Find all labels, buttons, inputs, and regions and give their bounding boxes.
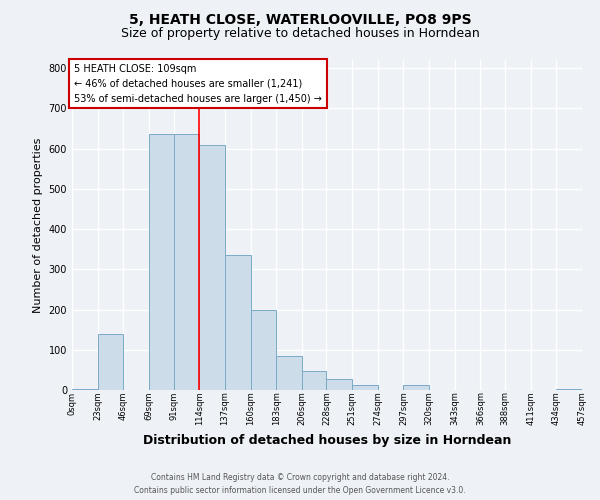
Bar [98,334,124,390]
Bar [72,389,98,390]
Bar [149,134,173,390]
Bar [251,310,276,390]
Text: Size of property relative to detached houses in Horndean: Size of property relative to detached ho… [121,28,479,40]
Text: 5, HEATH CLOSE, WATERLOOVILLE, PO8 9PS: 5, HEATH CLOSE, WATERLOOVILLE, PO8 9PS [128,12,472,26]
Bar [352,385,378,390]
Text: 5 HEATH CLOSE: 109sqm
← 46% of detached houses are smaller (1,241)
53% of semi-d: 5 HEATH CLOSE: 109sqm ← 46% of detached … [74,64,322,104]
X-axis label: Distribution of detached houses by size in Horndean: Distribution of detached houses by size … [143,434,511,446]
Bar [276,356,302,390]
Bar [326,378,352,390]
Bar [403,385,429,390]
Bar [173,134,199,390]
Bar [302,371,326,390]
Y-axis label: Number of detached properties: Number of detached properties [33,138,43,312]
Text: Contains HM Land Registry data © Crown copyright and database right 2024.
Contai: Contains HM Land Registry data © Crown c… [134,474,466,495]
Bar [556,389,582,390]
Bar [225,255,251,390]
Bar [199,144,225,390]
